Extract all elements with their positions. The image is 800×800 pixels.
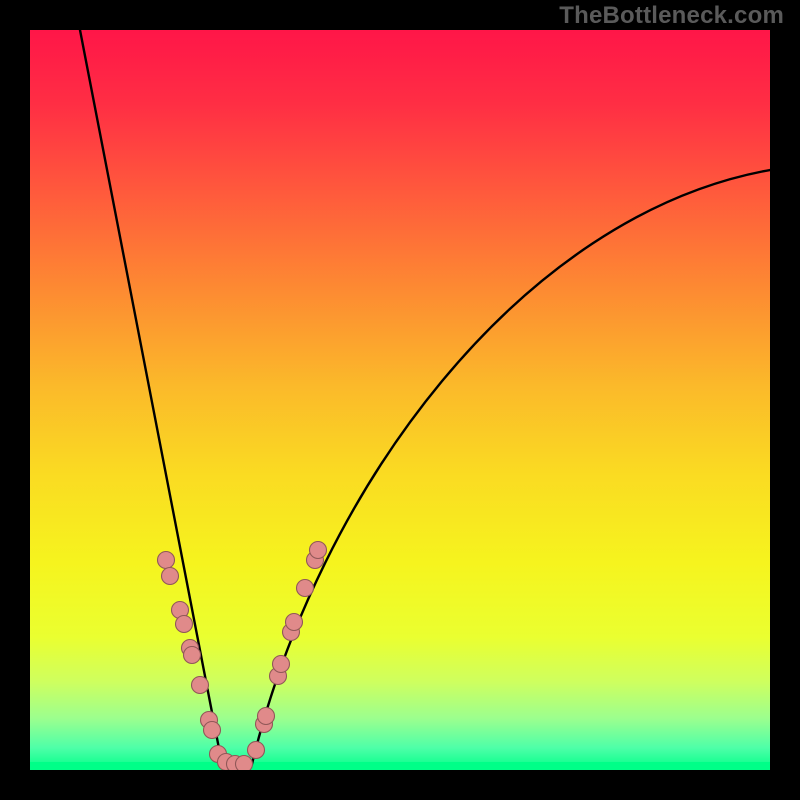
page-root: TheBottleneck.com [0,0,800,800]
data-marker [184,647,201,664]
chart-svg-layer [0,0,800,800]
data-marker [176,616,193,633]
data-marker [204,722,221,739]
data-marker [236,756,253,773]
data-marker [192,677,209,694]
data-marker [297,580,314,597]
data-marker [248,742,265,759]
plot-group [30,30,770,773]
watermark-text: TheBottleneck.com [559,2,784,30]
data-marker [158,552,175,569]
data-marker [273,656,290,673]
data-marker [162,568,179,585]
bottom-green-band [30,762,770,770]
data-marker [258,708,275,725]
data-marker [286,614,303,631]
marker-group [158,542,327,773]
data-marker [310,542,327,559]
